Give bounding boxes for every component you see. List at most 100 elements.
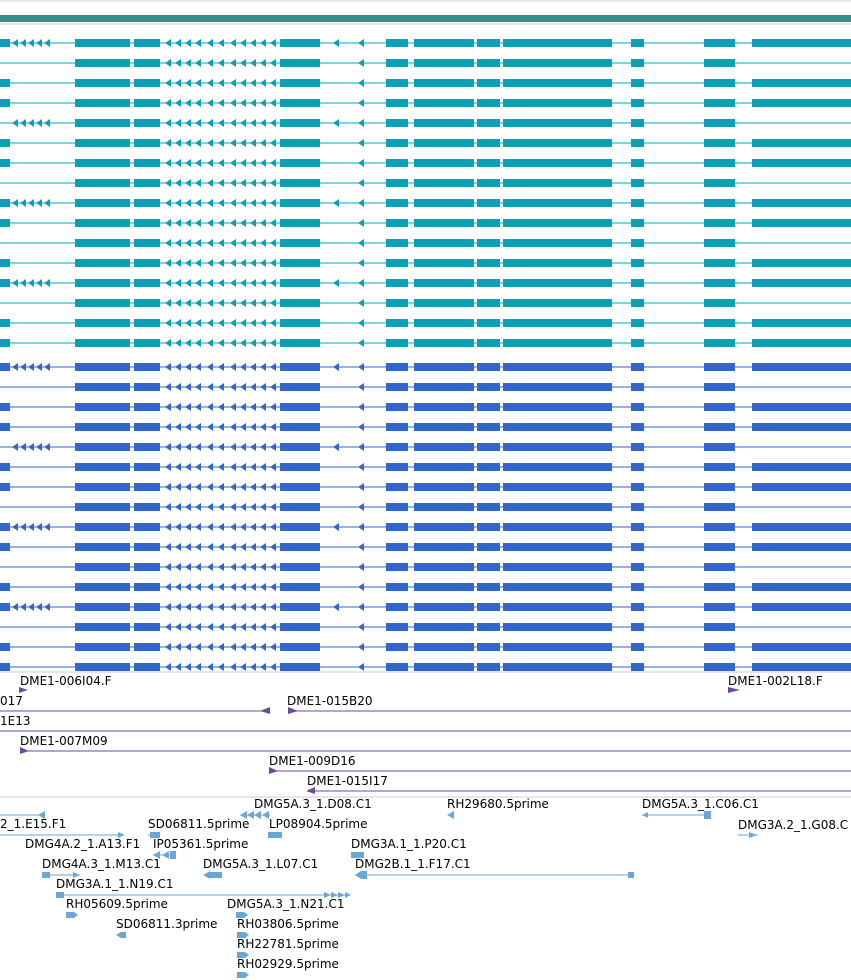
transcript-exon[interactable]	[503, 603, 612, 611]
est-arrowheads[interactable]	[150, 832, 160, 838]
transcript-exon[interactable]	[386, 423, 408, 431]
transcript-exon[interactable]	[503, 199, 612, 207]
transcript-exon[interactable]	[134, 139, 160, 147]
transcript-exon[interactable]	[0, 259, 10, 267]
transcript-exon[interactable]	[752, 403, 851, 411]
transcript-exon[interactable]	[503, 623, 612, 631]
transcript-exon[interactable]	[704, 503, 735, 511]
transcript-exon[interactable]	[752, 643, 851, 651]
transcript-exon[interactable]	[752, 199, 851, 207]
est-arrowheads[interactable]	[237, 952, 249, 958]
transcript-exon[interactable]	[704, 483, 735, 491]
transcript-exon[interactable]	[414, 623, 474, 631]
transcript-exon[interactable]	[134, 239, 160, 247]
transcript-exon[interactable]	[704, 663, 735, 671]
transcript-exon[interactable]	[0, 603, 10, 611]
transcript-exon[interactable]	[414, 199, 474, 207]
transcript-exon[interactable]	[280, 623, 320, 631]
transcript-exon[interactable]	[752, 583, 851, 591]
est-label[interactable]: RH02929.5prime	[237, 957, 339, 971]
transcript-exon[interactable]	[477, 79, 500, 87]
transcript-exon[interactable]	[704, 259, 735, 267]
transcript-exon[interactable]	[134, 443, 160, 451]
transcript-exon[interactable]	[704, 403, 735, 411]
transcript-exon[interactable]	[631, 239, 644, 247]
transcript-exon[interactable]	[280, 159, 320, 167]
transcript-exon[interactable]	[704, 119, 735, 127]
transcript-exon[interactable]	[477, 423, 500, 431]
transcript-exon[interactable]	[503, 259, 612, 267]
transcript-exon[interactable]	[134, 423, 160, 431]
transcript-exon[interactable]	[386, 179, 408, 187]
transcript-exon[interactable]	[752, 463, 851, 471]
transcript-exon[interactable]	[0, 363, 10, 371]
transcript-exon[interactable]	[503, 483, 612, 491]
transcript-exon[interactable]	[503, 39, 612, 47]
transcript-exon[interactable]	[414, 383, 474, 391]
transcript-exon[interactable]	[134, 319, 160, 327]
transcript-exon[interactable]	[280, 219, 320, 227]
est-arrowheads[interactable]	[749, 832, 757, 838]
est-label[interactable]: LP08904.5prime	[269, 817, 368, 831]
bac-marker[interactable]	[306, 787, 315, 794]
transcript-exon[interactable]	[134, 219, 160, 227]
transcript-exon[interactable]	[0, 663, 10, 671]
transcript-exon[interactable]	[280, 39, 320, 47]
transcript-exon[interactable]	[386, 79, 408, 87]
transcript-exon[interactable]	[503, 663, 612, 671]
transcript-exon[interactable]	[503, 643, 612, 651]
transcript-exon[interactable]	[631, 39, 644, 47]
transcript-exon[interactable]	[75, 403, 130, 411]
transcript-exon[interactable]	[75, 119, 130, 127]
est-arrowheads[interactable]	[66, 912, 78, 918]
transcript-exon[interactable]	[477, 59, 500, 67]
transcript-exon[interactable]	[414, 483, 474, 491]
est-label[interactable]: DMG5A.3_1.C06.C1	[642, 797, 759, 811]
est-label[interactable]: DMG3A.2_1.G08.C	[738, 818, 848, 832]
est-label[interactable]: SD06811.5prime	[148, 817, 249, 831]
transcript-exon[interactable]	[503, 339, 612, 347]
transcript-exon[interactable]	[280, 339, 320, 347]
transcript-exon[interactable]	[631, 583, 644, 591]
est-arrowheads[interactable]	[447, 811, 454, 819]
transcript-exon[interactable]	[704, 623, 735, 631]
transcript-exon[interactable]	[0, 99, 10, 107]
transcript-exon[interactable]	[631, 363, 644, 371]
transcript-exon[interactable]	[631, 59, 644, 67]
est-arrowheads[interactable]	[116, 932, 126, 938]
transcript-exon[interactable]	[477, 299, 500, 307]
transcript-exon[interactable]	[503, 363, 612, 371]
transcript-exon[interactable]	[0, 483, 10, 491]
est-arrowheads[interactable]	[118, 832, 125, 838]
transcript-exon[interactable]	[631, 563, 644, 571]
transcript-exon[interactable]	[0, 159, 10, 167]
transcript-exon[interactable]	[704, 423, 735, 431]
bac-label[interactable]: 017	[0, 694, 23, 708]
est-arrowheads[interactable]	[268, 832, 282, 838]
transcript-exon[interactable]	[0, 423, 10, 431]
est-label[interactable]: DMG3A.1_1.N19.C1	[56, 877, 174, 891]
transcript-exon[interactable]	[704, 523, 735, 531]
transcript-exon[interactable]	[134, 523, 160, 531]
transcript-exon[interactable]	[503, 423, 612, 431]
transcript-exon[interactable]	[75, 299, 130, 307]
transcript-exon[interactable]	[752, 139, 851, 147]
transcript-exon[interactable]	[414, 603, 474, 611]
transcript-exon[interactable]	[752, 99, 851, 107]
transcript-exon[interactable]	[631, 179, 644, 187]
transcript-exon[interactable]	[414, 319, 474, 327]
transcript-exon[interactable]	[0, 79, 10, 87]
transcript-exon[interactable]	[75, 239, 130, 247]
transcript-exon[interactable]	[477, 339, 500, 347]
bac-label[interactable]: 1E13	[0, 714, 31, 728]
est-label[interactable]: RH29680.5prime	[447, 797, 549, 811]
transcript-exon[interactable]	[75, 383, 130, 391]
transcript-exon[interactable]	[704, 99, 735, 107]
transcript-exon[interactable]	[503, 159, 612, 167]
transcript-exon[interactable]	[477, 363, 500, 371]
transcript-exon[interactable]	[280, 59, 320, 67]
transcript-exon[interactable]	[386, 119, 408, 127]
est-label[interactable]: DMG4A.3_1.M13.C1	[42, 857, 161, 871]
transcript-exon[interactable]	[414, 59, 474, 67]
transcript-exon[interactable]	[477, 563, 500, 571]
